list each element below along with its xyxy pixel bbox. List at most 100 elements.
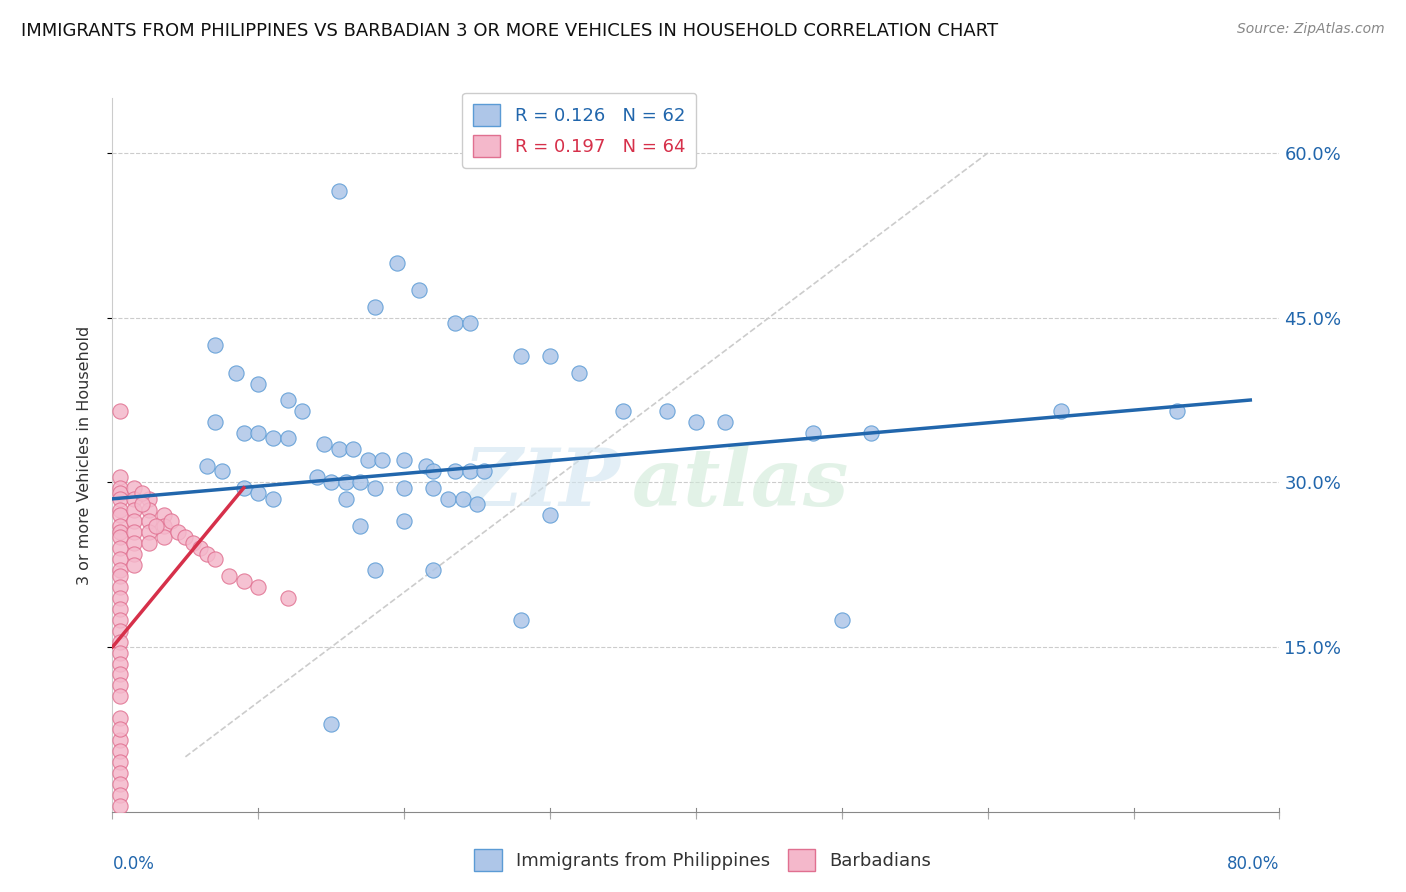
Point	[247, 425, 270, 440]
Point	[131, 486, 153, 500]
Point	[262, 432, 284, 446]
Point	[371, 453, 394, 467]
Point	[108, 678, 131, 692]
Point	[124, 524, 146, 539]
Point	[394, 453, 416, 467]
Point	[108, 613, 131, 627]
Point	[451, 491, 474, 506]
Point	[108, 552, 131, 566]
Point	[474, 464, 496, 478]
Point	[342, 442, 364, 457]
Point	[312, 437, 335, 451]
Point	[408, 283, 430, 297]
Point	[108, 646, 131, 660]
Point	[509, 613, 531, 627]
Point	[612, 404, 634, 418]
Text: 0.0%: 0.0%	[112, 855, 155, 872]
Point	[108, 591, 131, 605]
Point	[364, 481, 387, 495]
Point	[276, 392, 298, 407]
Point	[291, 404, 314, 418]
Point	[465, 497, 488, 511]
Point	[108, 744, 131, 758]
Y-axis label: 3 or more Vehicles in Household: 3 or more Vehicles in Household	[77, 326, 91, 584]
Point	[108, 799, 131, 814]
Point	[108, 530, 131, 544]
Point	[124, 503, 146, 517]
Point	[204, 552, 226, 566]
Text: 80.0%: 80.0%	[1227, 855, 1279, 872]
Text: atlas: atlas	[631, 445, 849, 522]
Point	[160, 514, 183, 528]
Text: IMMIGRANTS FROM PHILIPPINES VS BARBADIAN 3 OR MORE VEHICLES IN HOUSEHOLD CORRELA: IMMIGRANTS FROM PHILIPPINES VS BARBADIAN…	[21, 22, 998, 40]
Point	[108, 733, 131, 747]
Point	[108, 524, 131, 539]
Point	[218, 568, 240, 582]
Point	[225, 366, 247, 380]
Point	[204, 338, 226, 352]
Point	[458, 464, 481, 478]
Point	[444, 464, 467, 478]
Point	[305, 470, 328, 484]
Point	[422, 481, 444, 495]
Point	[349, 519, 371, 533]
Point	[247, 580, 270, 594]
Point	[685, 415, 707, 429]
Point	[108, 690, 131, 704]
Point	[415, 458, 437, 473]
Point	[394, 481, 416, 495]
Point	[357, 453, 380, 467]
Point	[458, 316, 481, 330]
Point	[138, 503, 160, 517]
Point	[138, 514, 160, 528]
Point	[108, 789, 131, 803]
Point	[108, 601, 131, 615]
Point	[124, 547, 146, 561]
Point	[328, 442, 350, 457]
Point	[1166, 404, 1188, 418]
Point	[422, 464, 444, 478]
Point	[108, 723, 131, 737]
Point	[124, 558, 146, 572]
Point	[276, 591, 298, 605]
Point	[124, 535, 146, 549]
Legend: R = 0.126   N = 62, R = 0.197   N = 64: R = 0.126 N = 62, R = 0.197 N = 64	[463, 93, 696, 168]
Point	[232, 574, 254, 589]
Point	[262, 491, 284, 506]
Point	[538, 508, 561, 523]
Point	[328, 185, 350, 199]
Point	[108, 519, 131, 533]
Point	[181, 535, 204, 549]
Point	[321, 475, 343, 490]
Legend: Immigrants from Philippines, Barbadians: Immigrants from Philippines, Barbadians	[467, 842, 939, 879]
Point	[204, 415, 226, 429]
Point	[247, 486, 270, 500]
Point	[801, 425, 824, 440]
Point	[538, 349, 561, 363]
Point	[232, 481, 254, 495]
Point	[714, 415, 737, 429]
Point	[276, 432, 298, 446]
Point	[108, 777, 131, 791]
Point	[124, 481, 146, 495]
Point	[568, 366, 591, 380]
Point	[364, 563, 387, 577]
Point	[655, 404, 678, 418]
Point	[108, 470, 131, 484]
Point	[108, 711, 131, 725]
Point	[167, 524, 190, 539]
Point	[108, 541, 131, 556]
Point	[211, 464, 233, 478]
Point	[124, 514, 146, 528]
Point	[509, 349, 531, 363]
Point	[108, 766, 131, 780]
Point	[138, 535, 160, 549]
Point	[349, 475, 371, 490]
Point	[394, 514, 416, 528]
Point	[108, 624, 131, 638]
Point	[124, 491, 146, 506]
Point	[247, 376, 270, 391]
Point	[138, 524, 160, 539]
Point	[364, 300, 387, 314]
Point	[152, 508, 174, 523]
